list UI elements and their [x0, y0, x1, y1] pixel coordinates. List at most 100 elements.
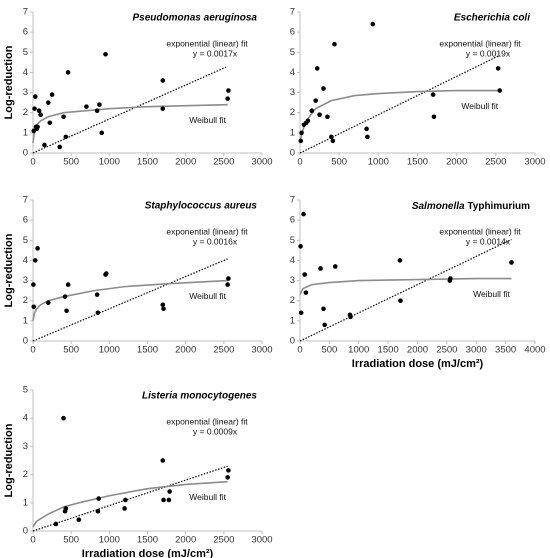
- data-point: [321, 306, 326, 312]
- data-point: [94, 292, 100, 297]
- data-point: [123, 497, 128, 503]
- fit-equation: y = 0.0009x: [193, 426, 238, 436]
- data-point: [64, 308, 69, 314]
- data-point: [96, 496, 101, 501]
- y-tick-label: 1: [290, 315, 295, 326]
- linear-fit-line: [299, 238, 512, 342]
- y-tick-label: 3: [290, 275, 295, 286]
- data-point: [332, 41, 337, 47]
- data-point: [76, 517, 82, 523]
- y-tick-label: 6: [23, 27, 28, 38]
- data-point: [325, 114, 330, 120]
- y-tick-label: 6: [290, 215, 295, 226]
- data-point: [398, 298, 403, 304]
- fit-label: Weibull fit: [189, 492, 226, 502]
- weibull-fit-line: [299, 89, 500, 142]
- y-tick-label: 5: [23, 47, 28, 58]
- panel-title: Salmonella Typhimurium: [412, 201, 530, 212]
- x-tick-label: 2000: [175, 535, 196, 546]
- data-point: [225, 282, 230, 287]
- data-point: [225, 96, 230, 101]
- y-tick-label: 5: [23, 235, 28, 246]
- y-tick-label: 7: [23, 7, 28, 18]
- fit-label: Weibull fit: [189, 291, 226, 301]
- y-tick-label: 0: [23, 148, 28, 159]
- y-tick-label: 5: [290, 235, 295, 246]
- x-tick-label: 3500: [495, 345, 516, 356]
- y-axis-label: Log-reduction: [3, 423, 15, 497]
- title-italic: Salmonella: [412, 201, 465, 212]
- y-tick-label: 2: [23, 295, 28, 306]
- x-tick-label: 0: [297, 345, 302, 356]
- data-point: [160, 106, 166, 111]
- data-point: [332, 264, 338, 269]
- x-tick-label: 3000: [251, 535, 272, 546]
- data-point: [299, 130, 304, 136]
- x-tick-label: 500: [331, 157, 347, 168]
- data-point: [305, 118, 311, 124]
- x-tick-label: 0: [30, 157, 35, 168]
- data-point: [365, 134, 370, 140]
- x-tick-label: 500: [63, 345, 79, 356]
- data-point: [95, 310, 101, 316]
- y-tick-label: 7: [23, 195, 28, 206]
- data-point: [302, 272, 308, 277]
- x-tick-label: 2500: [213, 157, 234, 168]
- x-tick-label: 0: [30, 345, 35, 356]
- data-point: [321, 86, 326, 91]
- data-point: [35, 124, 40, 130]
- fit-label: exponential (linear) fit: [166, 38, 248, 48]
- data-point: [103, 271, 109, 276]
- x-tick-label: 1000: [99, 535, 120, 546]
- fit-equation: y = 0.0016x: [193, 236, 238, 246]
- data-point: [95, 508, 101, 514]
- y-tick-label: 3: [23, 441, 28, 452]
- data-point: [298, 244, 303, 249]
- y-tick-label: 4: [290, 255, 295, 266]
- data-point: [301, 211, 306, 217]
- y-tick-label: 4: [23, 255, 28, 266]
- x-tick-label: 2500: [485, 157, 506, 168]
- x-tick-label: 2000: [446, 157, 467, 168]
- data-point: [318, 266, 323, 271]
- data-point: [167, 489, 172, 494]
- y-tick-label: 3: [23, 275, 28, 286]
- data-point: [448, 276, 453, 281]
- title-plain: Typhimurium: [465, 201, 530, 212]
- data-point: [97, 102, 102, 107]
- x-tick-label: 1500: [137, 345, 158, 356]
- data-point: [348, 314, 353, 320]
- data-point: [329, 134, 334, 140]
- fit-equation: y = 0.0014x: [466, 236, 511, 246]
- data-point: [166, 497, 172, 503]
- y-tick-label: 2: [290, 107, 295, 118]
- panel-title: Escherichia coli: [454, 13, 530, 24]
- data-point: [225, 475, 230, 480]
- x-tick-label: 1000: [99, 157, 120, 168]
- y-tick-label: 4: [23, 67, 28, 78]
- data-point: [226, 276, 231, 281]
- data-point: [45, 300, 51, 306]
- y-tick-label: 1: [290, 127, 295, 138]
- data-point: [497, 88, 503, 93]
- y-axis-label: Log-reduction: [3, 45, 15, 119]
- y-tick-label: 2: [290, 295, 295, 306]
- data-point: [63, 134, 69, 140]
- x-tick-label: 2500: [436, 345, 457, 356]
- data-point: [38, 112, 43, 118]
- data-point: [309, 108, 315, 113]
- y-tick-label: 0: [290, 148, 295, 159]
- data-point: [161, 497, 166, 503]
- y-tick-label: 5: [290, 47, 295, 58]
- data-point: [35, 246, 40, 251]
- data-point: [42, 142, 47, 148]
- data-point: [317, 112, 322, 118]
- x-tick-label: 2000: [407, 345, 428, 356]
- data-point: [45, 100, 51, 105]
- weibull-fit-line: [299, 277, 512, 296]
- data-point: [47, 120, 53, 126]
- fit-label: exponential (linear) fit: [439, 38, 521, 48]
- data-point: [298, 310, 304, 316]
- data-point: [370, 21, 376, 27]
- x-tick-label: 1500: [378, 345, 399, 356]
